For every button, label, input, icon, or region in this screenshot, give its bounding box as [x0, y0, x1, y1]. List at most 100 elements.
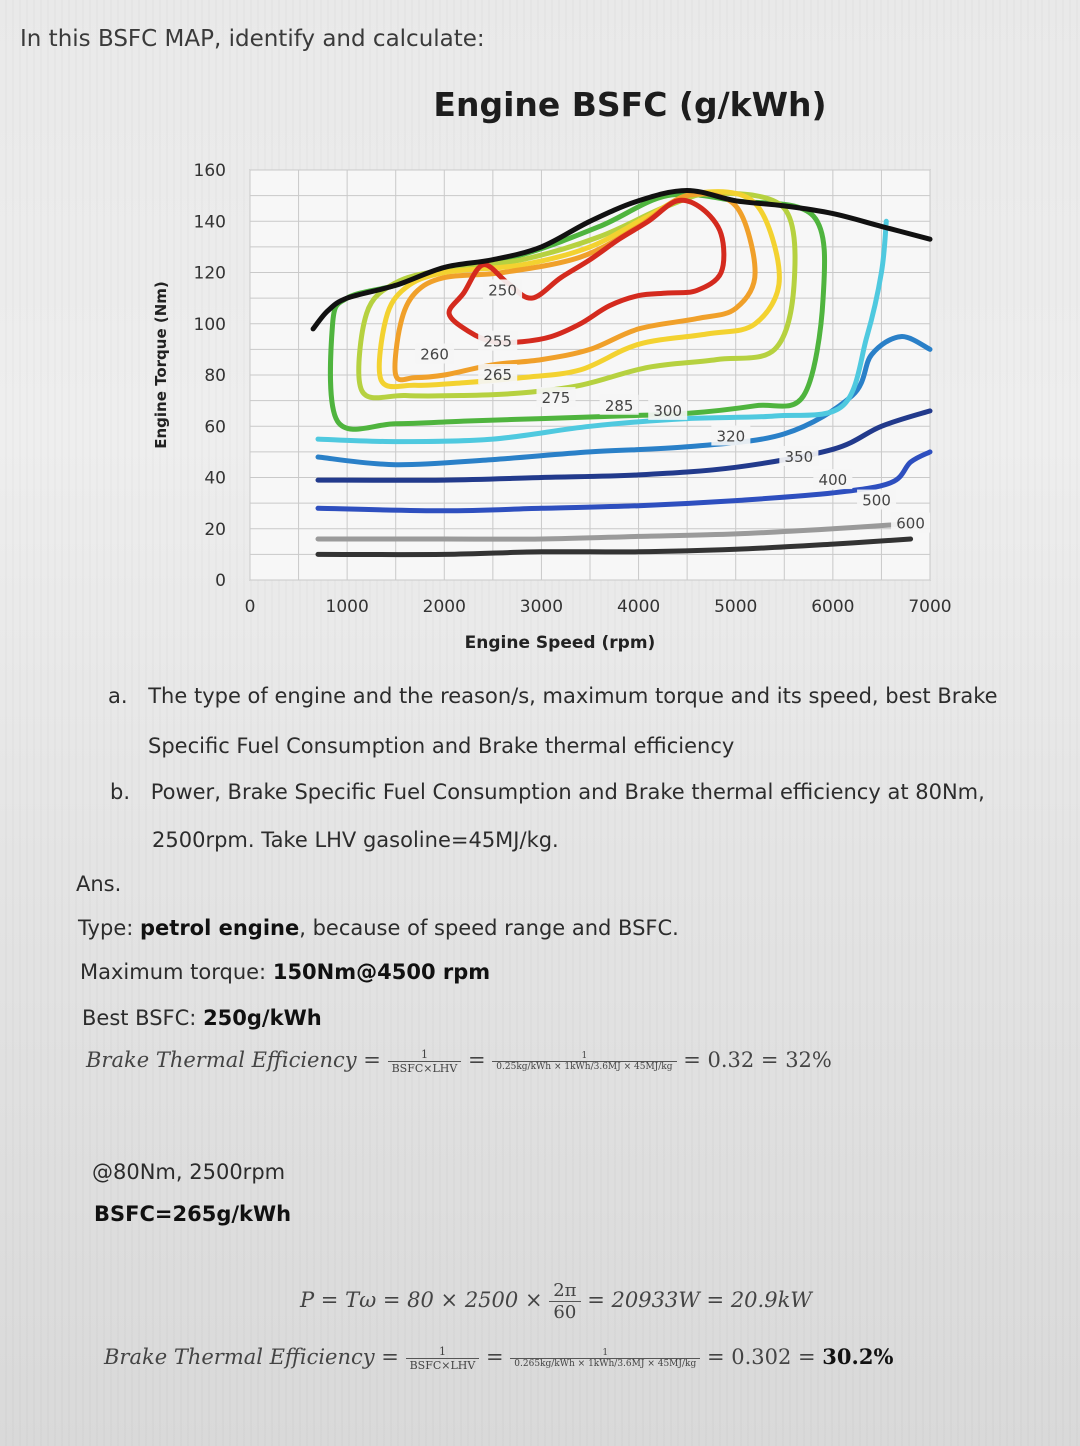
answer-type: Type: petrol engine, because of speed ra…: [78, 916, 679, 940]
contour-label-bg: [857, 489, 897, 510]
y-tick-label: 160: [194, 161, 226, 181]
power-lhs: P = Tω = 80 × 2500 ×: [300, 1288, 543, 1312]
y-tick-label: 40: [204, 469, 226, 489]
power-frac-num: 2π: [549, 1280, 581, 1302]
case-condition: @80Nm, 2500rpm: [92, 1160, 286, 1184]
x-tick-label: 4000: [617, 597, 660, 617]
power-fraction: 2π 60: [549, 1280, 581, 1323]
type-value: petrol engine: [140, 916, 300, 940]
contour-label: 400: [819, 471, 848, 489]
best-bsfc-value: 250g/kWh: [203, 1006, 322, 1030]
bte2-frac-num: 1: [405, 1345, 480, 1359]
contour-label: 350: [785, 448, 814, 466]
contour-label-bg: [415, 343, 455, 364]
contour-label-bg: [478, 330, 518, 351]
bte-result: = 0.32 = 32%: [683, 1048, 832, 1072]
x-tick-label: 7000: [908, 597, 951, 617]
question-item-a: a. The type of engine and the reason/s, …: [108, 684, 998, 708]
contour-label: 265: [483, 366, 512, 384]
case-bsfc: BSFC=265g/kWh: [94, 1202, 291, 1226]
question-item-a-line2: Specific Fuel Consumption and Brake ther…: [148, 734, 735, 758]
y-axis-label: Engine Torque (Nm): [152, 281, 170, 449]
x-tick-label: 2000: [423, 597, 466, 617]
x-tick-label: 6000: [811, 597, 854, 617]
y-tick-label: 120: [194, 264, 226, 284]
x-tick-label: 1000: [326, 597, 369, 617]
x-axis-label: Engine Speed (rpm): [465, 633, 656, 653]
contour-label: 285: [605, 397, 634, 415]
y-tick-label: 140: [194, 212, 226, 232]
bte2-result-a: = 0.302 =: [706, 1345, 823, 1369]
answer-label: Ans.: [76, 872, 122, 896]
bte2-substitution: 1 0.265kg/kWh × 1kWh/3.6MJ × 45MJ/kg: [510, 1348, 701, 1369]
max-torque-label: Maximum torque:: [80, 960, 267, 984]
y-tick-label: 100: [194, 315, 226, 335]
contour-label: 300: [653, 402, 682, 420]
bte2-sub-num: 1: [510, 1348, 701, 1359]
y-tick-label: 60: [204, 417, 226, 437]
contour-label: 320: [717, 428, 746, 446]
bte2-result: = 0.302 = 30.2%: [706, 1344, 894, 1369]
contour-label-bg: [813, 469, 853, 490]
item-text: The type of engine and the reason/s, max…: [148, 684, 998, 708]
question-item-b: b. Power, Brake Specific Fuel Consumptio…: [110, 780, 985, 804]
question-heading: In this BSFC MAP, identify and calculate…: [20, 26, 485, 52]
bte-sub-num: 1: [492, 1051, 677, 1062]
contour-label: 600: [896, 515, 925, 533]
x-tick-label: 0: [245, 597, 256, 617]
contour-label-bg: [711, 425, 751, 446]
max-torque-curve: [310, 187, 933, 332]
contour-label: 500: [862, 492, 891, 510]
bte-fraction: 1 BSFC×LHV: [387, 1048, 462, 1075]
max-torque-value: 150Nm@4500 rpm: [272, 960, 491, 984]
contour-label-bg: [779, 446, 819, 466]
contour-label-bg: [483, 279, 523, 300]
bte-substitution: 1 0.25kg/kWh × 1kWh/3.6MJ × 45MJ/kg: [492, 1051, 677, 1072]
bte2-result-b: 30.2%: [822, 1344, 894, 1369]
bte2-equation: Brake Thermal Efficiency = 1 BSFC×LHV = …: [104, 1344, 894, 1372]
y-tick-label: 80: [204, 366, 226, 386]
type-reason: , because of speed range and BSFC.: [299, 916, 679, 940]
x-tick-label: 3000: [520, 597, 563, 617]
power-frac-den: 60: [553, 1302, 577, 1323]
answer-max-torque: Maximum torque: 150Nm@4500 rpm: [80, 960, 490, 984]
bte-equation: Brake Thermal Efficiency = 1 BSFC×LHV = …: [86, 1048, 832, 1075]
contour-label-bg: [536, 387, 576, 408]
contour-label: 260: [420, 346, 449, 364]
y-tick-label: 0: [215, 571, 226, 591]
bte2-frac-den: BSFC×LHV: [409, 1359, 476, 1372]
bte-sub-den: 0.25kg/kWh × 1kWh/3.6MJ × 45MJ/kg: [496, 1062, 673, 1072]
bte2-sub-den: 0.265kg/kWh × 1kWh/3.6MJ × 45MJ/kg: [514, 1359, 697, 1369]
type-label: Type:: [78, 916, 134, 940]
item-text: Power, Brake Specific Fuel Consumption a…: [150, 780, 985, 804]
bsfc-contour-400: [315, 521, 914, 542]
best-bsfc-label: Best BSFC:: [82, 1006, 197, 1030]
power-equation: P = Tω = 80 × 2500 × 2π 60 = 20933W = 20…: [300, 1280, 812, 1323]
contour-label: 275: [542, 389, 571, 407]
item-marker: a.: [108, 684, 128, 708]
answer-best-bsfc: Best BSFC: 250g/kWh: [82, 1006, 322, 1030]
contour-label-bg: [648, 399, 688, 420]
power-result: = 20933W = 20.9kW: [587, 1288, 812, 1312]
bsfc-map-chart: 0 1000 2000 3000 4000 5000 6000 7000 0 20 40 60 80 10…: [152, 85, 952, 653]
bte2-fraction: 1 BSFC×LHV: [405, 1345, 480, 1372]
bsfc-contour-350: [315, 449, 933, 514]
chart-title: Engine BSFC (g/kWh): [433, 85, 826, 124]
bte2-label: Brake Thermal Efficiency =: [104, 1345, 399, 1369]
x-tick-label: 5000: [714, 597, 757, 617]
bsfc-contour-285: [315, 218, 889, 445]
bsfc-contour-260: [376, 189, 782, 390]
contour-label-bg: [599, 394, 639, 415]
bsfc-contour-300: [315, 334, 933, 468]
bsfc-contour-500: [315, 536, 914, 558]
y-tick-label: 20: [204, 520, 226, 540]
bte-label: Brake Thermal Efficiency =: [86, 1048, 381, 1072]
item-marker: b.: [110, 780, 131, 804]
bte-frac-den: BSFC×LHV: [391, 1062, 458, 1075]
case-bsfc-value: BSFC=265g/kWh: [94, 1202, 292, 1226]
bsfc-contour-320: [315, 408, 933, 483]
contour-label: 250: [488, 281, 517, 299]
contour-label: 255: [483, 333, 512, 351]
contour-label-bg: [478, 364, 518, 384]
bte-frac-num: 1: [387, 1048, 462, 1062]
